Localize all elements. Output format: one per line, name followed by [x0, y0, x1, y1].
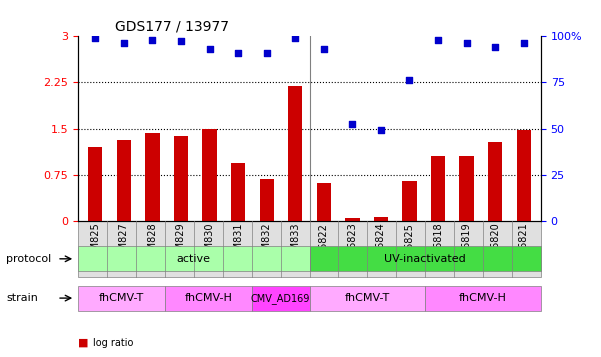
Bar — [288, 86, 302, 221]
Bar — [488, 142, 502, 221]
Bar — [431, 156, 445, 221]
Text: GDS177 / 13977: GDS177 / 13977 — [115, 19, 229, 33]
Point — [262, 50, 272, 56]
Bar — [517, 130, 531, 221]
Point — [490, 44, 500, 50]
Text: UV-inactivated: UV-inactivated — [384, 254, 466, 264]
Text: fhCMV-T: fhCMV-T — [99, 293, 144, 303]
Text: CMV_AD169: CMV_AD169 — [251, 293, 310, 303]
Text: active: active — [177, 254, 211, 264]
Bar — [145, 134, 159, 221]
Point — [519, 40, 528, 46]
Point — [91, 35, 100, 40]
Point — [290, 35, 300, 40]
Point — [319, 46, 329, 52]
Bar — [231, 162, 245, 221]
Bar — [117, 140, 131, 221]
Point — [376, 127, 386, 132]
Point — [347, 121, 357, 126]
Text: protocol: protocol — [6, 254, 51, 264]
Text: fhCMV-T: fhCMV-T — [345, 293, 390, 303]
Bar — [174, 136, 188, 221]
Point — [148, 37, 157, 43]
Bar — [88, 147, 102, 221]
Bar — [402, 181, 416, 221]
Point — [462, 40, 471, 46]
Bar — [460, 156, 474, 221]
Bar — [260, 179, 274, 221]
Point — [119, 40, 129, 46]
Point — [205, 46, 215, 52]
Bar — [374, 217, 388, 221]
Point — [404, 77, 414, 83]
Bar — [345, 218, 359, 221]
Bar — [203, 129, 217, 221]
Text: log ratio: log ratio — [93, 338, 133, 348]
Point — [176, 38, 186, 44]
Text: fhCMV-H: fhCMV-H — [459, 293, 507, 303]
Text: ■: ■ — [78, 338, 88, 348]
Text: fhCMV-H: fhCMV-H — [185, 293, 232, 303]
Point — [433, 37, 443, 43]
Point — [233, 50, 243, 56]
Text: strain: strain — [6, 293, 38, 303]
Bar — [317, 183, 331, 221]
